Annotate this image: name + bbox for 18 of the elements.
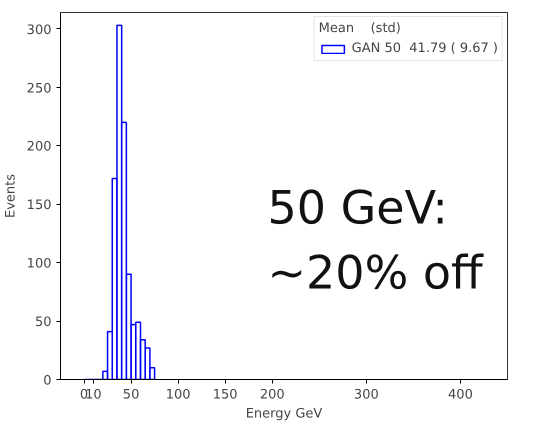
x-tick-label: 150 — [212, 388, 238, 402]
x-tick-label: 300 — [354, 388, 379, 402]
y-tick-label: 250 — [26, 81, 52, 96]
legend-label: GAN 50 41.79 ( 9.67 ) — [352, 41, 498, 56]
annotation: 50 GeV: ~20% off — [268, 180, 484, 300]
y-tick-label: 50 — [34, 315, 52, 330]
y-tick-label: 300 — [26, 22, 52, 38]
y-tick-label: 100 — [26, 256, 52, 272]
y-tick-label: 150 — [26, 198, 52, 214]
legend-title: Mean (std) — [318, 21, 402, 36]
y-tick-label: 0 — [43, 374, 52, 388]
y-tick-label: 200 — [26, 140, 52, 155]
y-axis-title: Events — [4, 174, 19, 218]
x-tick-label: 100 — [166, 388, 191, 402]
x-tick-label: 400 — [448, 388, 473, 402]
x-axis-title: Energy GeV — [246, 406, 322, 422]
x-tick-label: 200 — [260, 388, 285, 402]
x-tick-label: 50 — [122, 388, 140, 402]
